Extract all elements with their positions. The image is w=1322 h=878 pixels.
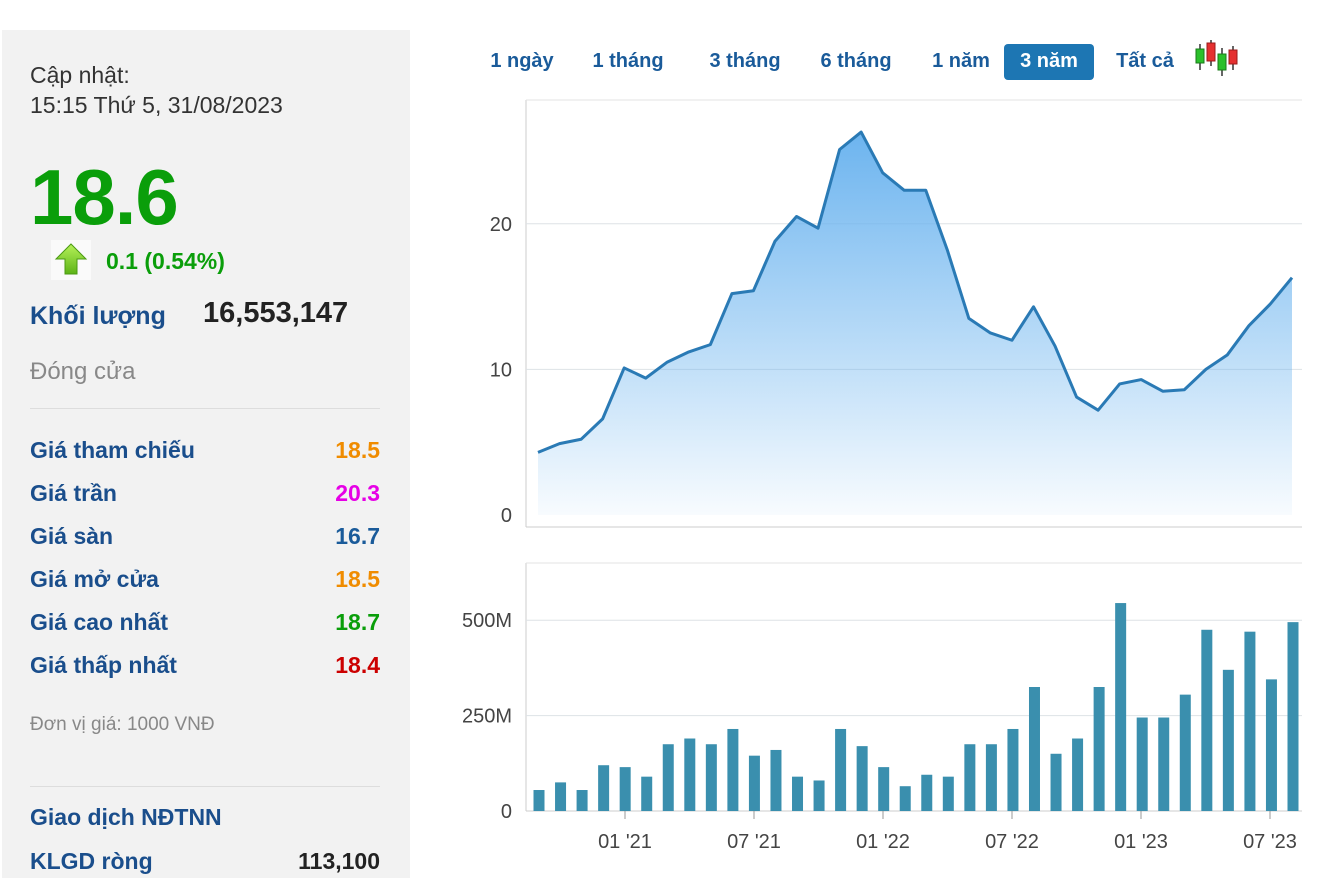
price-y-tick-label: 10 [490, 359, 512, 381]
arrow-up-icon [51, 240, 91, 280]
volume-bar [921, 774, 933, 811]
volume-bar [899, 786, 911, 811]
stat-label: Giá mở cửa [30, 566, 159, 592]
volume-bar [878, 767, 890, 811]
current-price: 18.6 [30, 153, 179, 241]
tab-all[interactable]: Tất cả [1116, 50, 1174, 72]
quote-panel [2, 30, 410, 878]
volume-bar [1072, 738, 1084, 811]
x-tick-label: 01 '22 [856, 831, 910, 853]
volume-bar [1050, 753, 1062, 811]
volume-bar [1244, 631, 1256, 811]
update-time: 15:15 Thứ 5, 31/08/2023 [30, 92, 283, 118]
stat-value: 20.3 [335, 480, 380, 506]
volume-y-tick-label: 250M [462, 706, 512, 728]
volume-bar [813, 780, 825, 811]
update-label: Cập nhật: [30, 62, 130, 88]
stat-floor: Giá sàn 16.7 [30, 523, 380, 553]
stat-value: 16.7 [335, 523, 380, 549]
stat-value: 18.4 [335, 652, 380, 678]
x-tick-label: 07 '21 [727, 831, 781, 853]
x-tick-label: 07 '22 [985, 831, 1039, 853]
price-unit-note: Đơn vị giá: 1000 VNĐ [30, 714, 215, 735]
stat-value: 113,100 [298, 848, 380, 874]
price-change: 0.1 (0.54%) [106, 248, 225, 274]
foreign-trading-title: Giao dịch NĐTNN [30, 804, 222, 830]
stat-label: Giá thấp nhất [30, 652, 177, 678]
price-area-fill [538, 132, 1292, 515]
stat-label: Giá tham chiếu [30, 437, 195, 463]
volume-bar [792, 776, 804, 811]
tab-3-months[interactable]: 3 tháng [709, 50, 781, 72]
price-y-tick-label: 20 [490, 214, 512, 236]
x-tick-label: 01 '23 [1114, 831, 1168, 853]
volume-bar [727, 728, 739, 811]
volume-bar [1028, 687, 1040, 811]
volume-bar [684, 738, 696, 811]
stat-reference: Giá tham chiếu 18.5 [30, 437, 380, 467]
volume-bar [964, 744, 976, 811]
stat-open: Giá mở cửa 18.5 [30, 566, 380, 596]
tab-1-year[interactable]: 1 năm [932, 50, 990, 72]
volume-bar [533, 790, 545, 811]
stat-label: Giá sàn [30, 523, 114, 549]
volume-bar [641, 776, 653, 811]
volume-bar [662, 744, 674, 811]
stat-value: 18.5 [335, 437, 380, 463]
volume-label: Khối lượng [30, 302, 166, 330]
volume-bar [1158, 717, 1170, 811]
stat-high: Giá cao nhất 18.7 [30, 609, 380, 639]
volume-bar [985, 744, 997, 811]
stat-ceiling: Giá trần 20.3 [30, 480, 380, 510]
volume-bar [748, 755, 760, 811]
divider [30, 408, 380, 409]
session-status: Đóng cửa [30, 358, 136, 385]
stat-value: 18.7 [335, 609, 380, 635]
price-y-tick-label: 0 [501, 505, 512, 527]
volume-bar [1136, 717, 1148, 811]
tab-6-months[interactable]: 6 tháng [820, 50, 892, 72]
tab-3-years[interactable]: 3 năm [1004, 44, 1094, 80]
volume-bar [1222, 669, 1234, 811]
volume-bar [1115, 603, 1127, 811]
volume-bar [1265, 679, 1277, 811]
volume-bar [1287, 622, 1299, 811]
volume-y-tick-label: 0 [501, 801, 512, 823]
tab-1-month[interactable]: 1 tháng [592, 50, 664, 72]
volume-bar [705, 744, 717, 811]
volume-y-tick-label: 500M [462, 610, 512, 632]
volume-bar [1201, 629, 1213, 811]
stat-value: 18.5 [335, 566, 380, 592]
tab-1-day[interactable]: 1 ngày [490, 50, 554, 72]
volume-bar [856, 746, 868, 811]
volume-bar [1179, 694, 1191, 811]
x-tick-label: 07 '23 [1243, 831, 1297, 853]
stat-label: Giá trần [30, 480, 117, 506]
volume-bar [942, 776, 954, 811]
x-tick-label: 01 '21 [598, 831, 652, 853]
volume-value: 16,553,147 [203, 297, 349, 329]
divider [30, 786, 380, 787]
volume-bar [1093, 687, 1105, 811]
volume-bar [576, 790, 588, 811]
volume-bar [619, 767, 631, 811]
volume-bar [555, 782, 567, 811]
candlestick-icon[interactable] [1194, 38, 1238, 83]
stat-label: KLGD ròng [30, 848, 153, 874]
volume-bar [770, 749, 782, 811]
stat-label: Giá cao nhất [30, 609, 169, 635]
volume-bar [598, 765, 610, 811]
volume-bar [835, 728, 847, 811]
price-line [537, 130, 1294, 454]
volume-bar [1007, 728, 1019, 811]
stat-low: Giá thấp nhất 18.4 [30, 652, 380, 682]
foreign-net-volume: KLGD ròng 113,100 [30, 848, 380, 878]
